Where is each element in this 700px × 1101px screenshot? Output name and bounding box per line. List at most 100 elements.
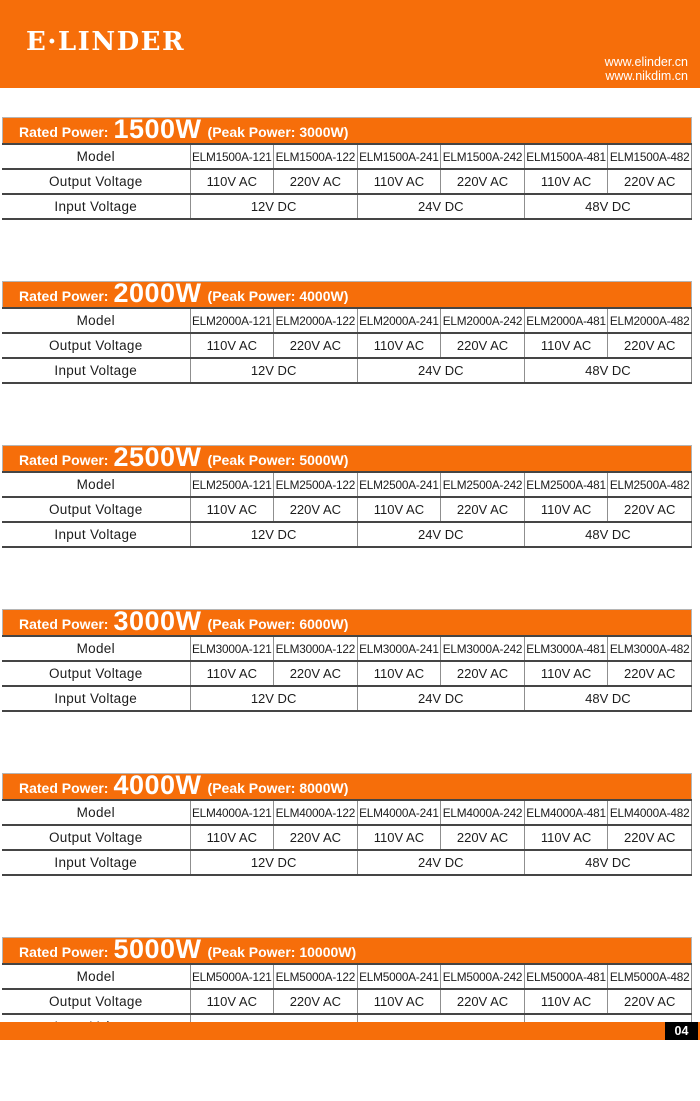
model-cell: ELM3000A-121: [189, 635, 274, 662]
input-voltage-row: Input Voltage 12V DC 24V DC 48V DC: [2, 358, 693, 384]
header-banner: E·LINDER www.elinder.cn www.nikdim.cn: [0, 0, 700, 88]
model-cell: ELM2500A-482: [607, 471, 692, 498]
model-cell: ELM1500A-242: [440, 143, 525, 170]
input-voltage-cell: 48V DC: [523, 686, 693, 712]
input-voltage-cell: 12V DC: [189, 358, 358, 384]
row-label-output-voltage: Output Voltage: [2, 497, 190, 523]
row-label-output-voltage: Output Voltage: [2, 825, 190, 851]
spec-table: Rated Power: 1500W (Peak Power: 3000W) M…: [2, 116, 693, 220]
model-cell: ELM1500A-122: [273, 143, 358, 170]
rated-power-bar: Rated Power: 1500W (Peak Power: 3000W): [2, 116, 692, 143]
row-label-output-voltage: Output Voltage: [2, 661, 190, 687]
input-voltage-cell: 48V DC: [523, 194, 693, 220]
spec-grid: Model ELM3000A-121 ELM3000A-122 ELM3000A…: [2, 635, 693, 712]
input-voltage-cell: 12V DC: [189, 686, 358, 712]
rated-power-label: Rated Power:: [19, 288, 109, 304]
peak-power-text: (Peak Power: 10000W): [207, 944, 357, 960]
output-voltage-cell: 110V AC: [356, 169, 441, 195]
peak-power-text: (Peak Power: 8000W): [207, 780, 349, 796]
output-voltage-cell: 110V AC: [523, 169, 608, 195]
rated-power-value: 5000W: [113, 934, 202, 964]
output-voltage-cell: 110V AC: [189, 661, 274, 687]
row-label-input-voltage: Input Voltage: [2, 686, 190, 712]
input-voltage-row: Input Voltage 12V DC 24V DC 48V DC: [2, 194, 693, 220]
output-voltage-cell: 220V AC: [440, 825, 525, 851]
output-voltage-cell: 220V AC: [607, 497, 692, 523]
model-row: Model ELM5000A-121 ELM5000A-122 ELM5000A…: [2, 963, 692, 990]
output-voltage-cell: 110V AC: [523, 661, 608, 687]
row-label-model: Model: [2, 471, 190, 498]
peak-power-text: (Peak Power: 6000W): [207, 616, 349, 632]
rated-power-label: Rated Power:: [19, 124, 109, 140]
model-cell: ELM1500A-121: [189, 143, 274, 170]
model-cell: ELM2000A-121: [189, 307, 274, 334]
rated-power-label: Rated Power:: [19, 944, 109, 960]
row-label-input-voltage: Input Voltage: [2, 850, 190, 876]
model-cell: ELM1500A-481: [523, 143, 608, 170]
model-cell: ELM2500A-122: [273, 471, 358, 498]
model-cell: ELM1500A-482: [607, 143, 692, 170]
model-cell: ELM3000A-482: [607, 635, 692, 662]
input-voltage-row: Input Voltage 12V DC 24V DC 48V DC: [2, 522, 693, 548]
model-row: Model ELM1500A-121 ELM1500A-122 ELM1500A…: [2, 143, 692, 170]
rated-power-value: 2000W: [113, 278, 202, 308]
website-url-secondary: www.nikdim.cn: [605, 69, 688, 83]
model-cell: ELM2000A-241: [356, 307, 441, 334]
brand-logo: E·LINDER: [26, 27, 186, 57]
model-cell: ELM3000A-242: [440, 635, 525, 662]
peak-power-text: (Peak Power: 4000W): [207, 288, 349, 304]
model-cell: ELM3000A-122: [273, 635, 358, 662]
output-voltage-cell: 110V AC: [523, 497, 608, 523]
output-voltage-cell: 220V AC: [273, 169, 358, 195]
model-cell: ELM2500A-121: [189, 471, 274, 498]
row-label-output-voltage: Output Voltage: [2, 989, 190, 1015]
output-voltage-cell: 110V AC: [523, 989, 608, 1015]
input-voltage-cell: 48V DC: [523, 850, 693, 876]
page-number: 04: [674, 1024, 689, 1038]
output-voltage-cell: 220V AC: [273, 661, 358, 687]
model-cell: ELM2500A-481: [523, 471, 608, 498]
output-voltage-cell: 110V AC: [523, 825, 608, 851]
output-voltage-cell: 110V AC: [356, 661, 441, 687]
model-row: Model ELM3000A-121 ELM3000A-122 ELM3000A…: [2, 635, 692, 662]
rated-power-label: Rated Power:: [19, 452, 109, 468]
output-voltage-row: Output Voltage 110V AC 220V AC 110V AC 2…: [2, 661, 692, 687]
spec-grid: Model ELM1500A-121 ELM1500A-122 ELM1500A…: [2, 143, 693, 220]
model-cell: ELM4000A-482: [607, 799, 692, 826]
model-cell: ELM1500A-241: [356, 143, 441, 170]
model-cell: ELM5000A-482: [607, 963, 692, 990]
row-label-model: Model: [2, 799, 190, 826]
output-voltage-row: Output Voltage 110V AC 220V AC 110V AC 2…: [2, 169, 692, 195]
spec-grid: Model ELM2500A-121 ELM2500A-122 ELM2500A…: [2, 471, 693, 548]
output-voltage-cell: 110V AC: [189, 989, 274, 1015]
output-voltage-cell: 220V AC: [607, 825, 692, 851]
spec-grid: Model ELM2000A-121 ELM2000A-122 ELM2000A…: [2, 307, 693, 384]
row-label-output-voltage: Output Voltage: [2, 169, 190, 195]
output-voltage-cell: 110V AC: [189, 497, 274, 523]
output-voltage-cell: 110V AC: [356, 989, 441, 1015]
page-number-box: 04: [665, 1022, 698, 1040]
model-cell: ELM5000A-481: [523, 963, 608, 990]
input-voltage-cell: 24V DC: [356, 194, 525, 220]
row-label-model: Model: [2, 307, 190, 334]
spec-grid: Model ELM4000A-121 ELM4000A-122 ELM4000A…: [2, 799, 693, 876]
output-voltage-row: Output Voltage 110V AC 220V AC 110V AC 2…: [2, 333, 692, 359]
rated-power-bar: Rated Power: 2000W (Peak Power: 4000W): [2, 278, 692, 308]
model-cell: ELM5000A-121: [189, 963, 274, 990]
spec-table: Rated Power: 4000W (Peak Power: 8000W) M…: [2, 772, 693, 876]
input-voltage-cell: 48V DC: [523, 522, 693, 548]
output-voltage-cell: 220V AC: [607, 333, 692, 359]
rated-power-bar: Rated Power: 5000W (Peak Power: 10000W): [2, 934, 692, 964]
model-cell: ELM4000A-242: [440, 799, 525, 826]
output-voltage-row: Output Voltage 110V AC 220V AC 110V AC 2…: [2, 825, 692, 851]
rated-power-label: Rated Power:: [19, 616, 109, 632]
output-voltage-cell: 220V AC: [607, 989, 692, 1015]
output-voltage-cell: 220V AC: [440, 497, 525, 523]
website-url-primary: www.elinder.cn: [604, 55, 688, 69]
rated-power-bar: Rated Power: 3000W (Peak Power: 6000W): [2, 608, 692, 635]
model-cell: ELM2000A-482: [607, 307, 692, 334]
output-voltage-cell: 220V AC: [440, 661, 525, 687]
model-cell: ELM4000A-121: [189, 799, 274, 826]
peak-power-text: (Peak Power: 3000W): [207, 124, 349, 140]
input-voltage-row: Input Voltage 12V DC 24V DC 48V DC: [2, 850, 693, 876]
